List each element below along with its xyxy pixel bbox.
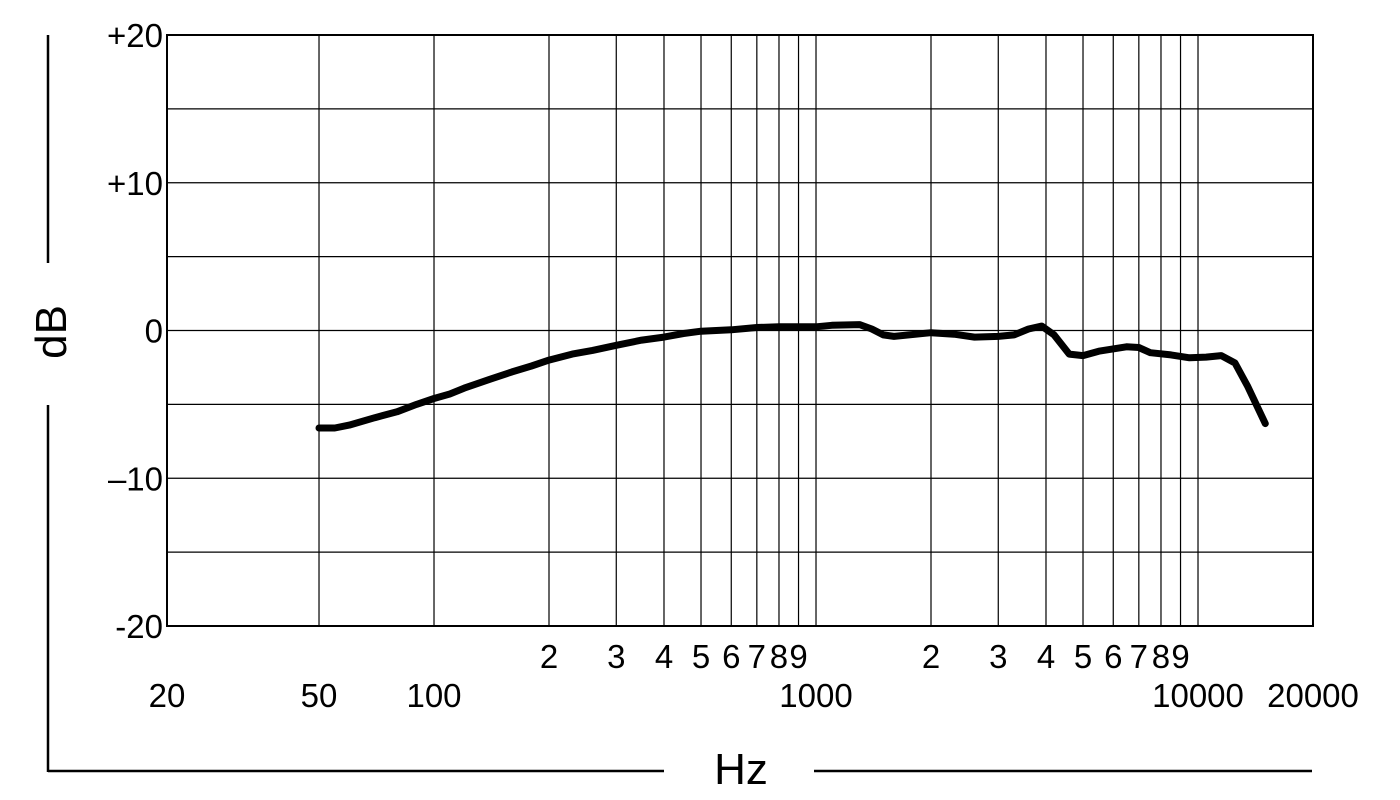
x-tick-labels: 2 3 4 5 6 7 8 9 2 3 4 5 6 7 8 920 50 100 1000 10000 20000 — [149, 638, 1359, 714]
curve-layer — [315, 321, 1269, 432]
x-minor-tick-label: 3 — [989, 638, 1007, 675]
x-major-tick-label: 100 — [406, 677, 461, 714]
x-minor-tick-label: 7 — [748, 638, 766, 675]
y-tick-labels: +20 +10 0 –10 -20 — [107, 17, 163, 645]
x-minor-tick-label: 3 — [607, 638, 625, 675]
x-minor-tick-label: 8 — [770, 638, 788, 675]
x-minor-tick-label: 5 — [1074, 638, 1092, 675]
y-tick-label: +20 — [107, 17, 163, 54]
plot-frame — [166, 34, 1314, 627]
x-major-tick-label: 50 — [301, 677, 338, 714]
y-axis-title: dB — [27, 305, 76, 359]
x-major-tick-label: 20000 — [1267, 677, 1359, 714]
y-tick-label: +10 — [107, 165, 163, 202]
response-curve — [315, 321, 1269, 432]
x-major-tick-label: 1000 — [779, 677, 852, 714]
x-minor-tick-label: 9 — [1171, 638, 1189, 675]
grid — [167, 34, 1314, 627]
x-minor-tick-label: 6 — [722, 638, 740, 675]
x-minor-tick-label: 9 — [789, 638, 807, 675]
y-tick-label: -20 — [115, 608, 163, 645]
x-minor-tick-label: 8 — [1152, 638, 1170, 675]
x-major-tick-label: 20 — [149, 677, 186, 714]
x-axis-title: Hz — [714, 745, 768, 794]
x-minor-tick-label: 2 — [922, 638, 940, 675]
x-minor-tick-label: 7 — [1130, 638, 1148, 675]
y-tick-label: 0 — [145, 313, 163, 350]
x-major-tick-label: 10000 — [1152, 677, 1244, 714]
x-minor-tick-label: 2 — [540, 638, 558, 675]
x-minor-tick-label: 6 — [1104, 638, 1122, 675]
x-minor-tick-label: 5 — [692, 638, 710, 675]
x-minor-tick-label: 4 — [1037, 638, 1055, 675]
x-minor-tick-label: 4 — [655, 638, 673, 675]
y-tick-label: –10 — [108, 460, 163, 497]
